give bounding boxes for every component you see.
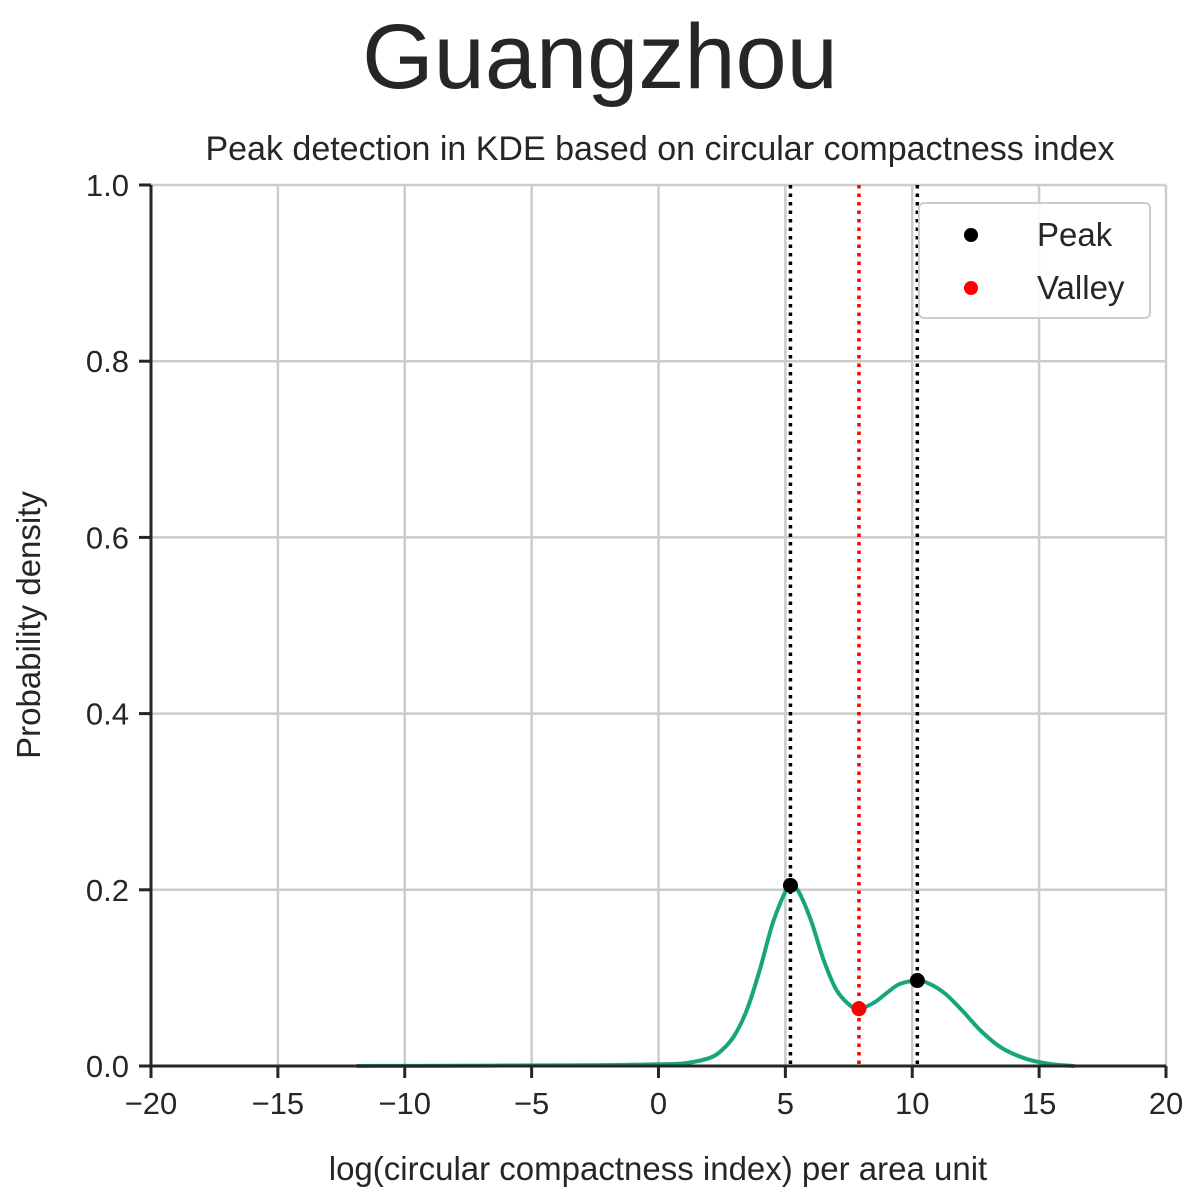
x-tick-label: 0 — [650, 1086, 667, 1121]
y-tick-label: 1.0 — [86, 168, 129, 203]
marker-points — [782, 877, 925, 1017]
x-tick-label: −20 — [125, 1086, 178, 1121]
peak-point — [782, 877, 798, 893]
grid — [149, 183, 1168, 1068]
x-tick-label: 5 — [777, 1086, 794, 1121]
y-tick-label: 0.2 — [86, 873, 129, 908]
chart-suptitle: Guangzhou — [362, 6, 838, 108]
x-tick-label: −15 — [252, 1086, 305, 1121]
chart-title: Peak detection in KDE based on circular … — [205, 130, 1114, 168]
marker-lines — [788, 185, 920, 1066]
legend: Peak Valley — [918, 202, 1151, 319]
legend-label: Peak — [1037, 216, 1113, 253]
peak-point — [909, 973, 925, 989]
y-axis-label: Probability density — [10, 491, 47, 759]
kde-curves — [356, 883, 1075, 1068]
x-axis-label: log(circular compactness index) per area… — [329, 1150, 987, 1187]
valley-point — [851, 1001, 867, 1017]
legend-marker — [964, 281, 978, 295]
x-tick-label: 15 — [1022, 1086, 1056, 1121]
kde-curve — [356, 883, 1075, 1068]
x-tick-label: 10 — [895, 1086, 929, 1121]
legend-label: Valley — [1037, 269, 1125, 306]
y-tick-label: 0.8 — [86, 344, 129, 379]
y-tick-label: 0.6 — [86, 520, 129, 555]
x-tick-label: −10 — [378, 1086, 431, 1121]
x-tick-label: −5 — [514, 1086, 549, 1121]
x-tick-label: 20 — [1149, 1086, 1183, 1121]
axes: −20 −15 −10 −5 0 5 10 15 20 0.0 0.2 0.4 0.6 0.8 1.0 — [86, 168, 1183, 1121]
y-tick-label: 0.4 — [86, 697, 129, 732]
legend-marker — [964, 228, 978, 242]
y-tick-label: 0.0 — [86, 1049, 129, 1084]
